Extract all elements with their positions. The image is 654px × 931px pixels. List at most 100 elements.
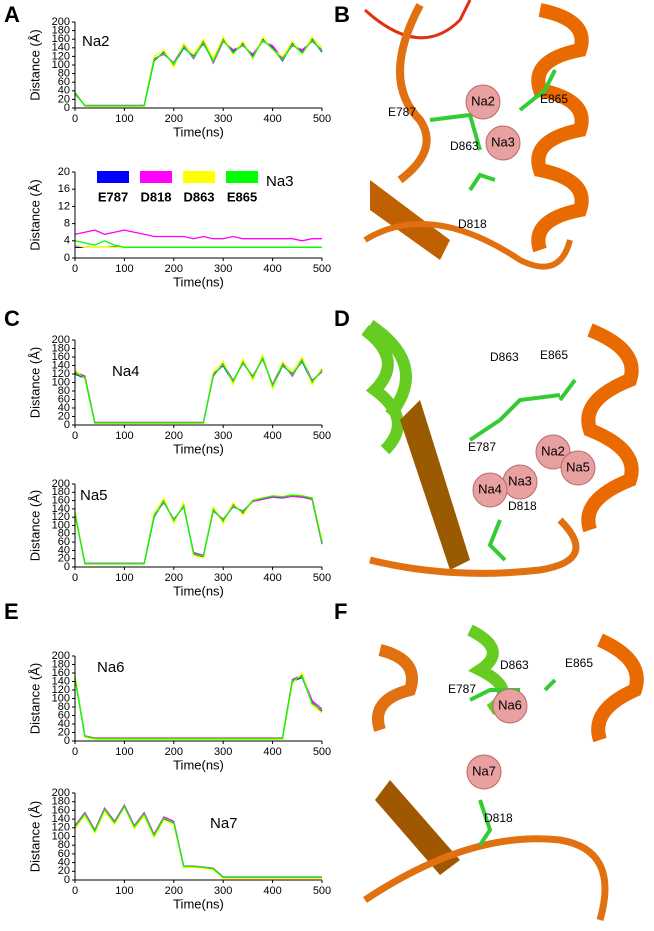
ion-sphere: [492, 688, 528, 724]
x-tick-label: 300: [214, 746, 232, 758]
panel-label: E: [4, 599, 19, 624]
x-tick-label: 0: [72, 113, 78, 125]
y-tick-label: 140: [52, 503, 70, 515]
ion-label: Na4: [478, 481, 502, 496]
chart-title: Na3: [266, 173, 294, 190]
residue-label: E787: [468, 440, 496, 454]
x-tick-label: 0: [72, 572, 78, 584]
y-tick-label: 160: [52, 33, 70, 45]
x-tick-label: 500: [313, 430, 331, 442]
strand: [370, 180, 450, 260]
y-tick-label: 20: [58, 410, 70, 422]
y-tick-label: 140: [52, 359, 70, 371]
ribbon: [363, 835, 609, 921]
ribbon: [396, 3, 431, 184]
series-line: [74, 676, 323, 740]
y-tick-label: 12: [58, 200, 70, 212]
strand: [400, 400, 470, 570]
y-tick-label: 200: [52, 787, 70, 799]
structure-d: [361, 320, 639, 577]
y-tick-label: 20: [58, 726, 70, 738]
y-axis-label: Distance (Å): [27, 29, 42, 101]
x-tick-label: 300: [214, 572, 232, 584]
series-line: [74, 240, 322, 248]
x-tick-label: 100: [115, 746, 133, 758]
residue-label: E865: [540, 348, 568, 362]
y-tick-label: 180: [52, 486, 70, 498]
y-tick-label: 0: [64, 419, 70, 431]
x-tick-label: 400: [263, 746, 281, 758]
x-tick-label: 500: [313, 885, 331, 897]
ion-label: Na2: [541, 443, 565, 458]
helix: [591, 633, 644, 743]
panel-label: D: [334, 306, 350, 331]
y-axis-label: Distance (Å): [27, 179, 42, 251]
chart-title: Na7: [210, 815, 238, 832]
residue-label: D863: [490, 350, 519, 364]
series-line: [74, 805, 322, 879]
x-axis-label: Time(ns): [173, 896, 224, 911]
x-tick-label: 200: [165, 113, 183, 125]
series-line: [74, 805, 322, 879]
x-tick-label: 400: [263, 113, 281, 125]
y-tick-label: 140: [52, 675, 70, 687]
x-tick-label: 0: [72, 746, 78, 758]
y-tick-label: 60: [58, 76, 70, 88]
y-tick-label: 20: [58, 865, 70, 877]
x-tick-label: 500: [313, 113, 331, 125]
series-line: [74, 495, 323, 564]
helix: [372, 644, 418, 732]
y-tick-label: 0: [64, 561, 70, 573]
series-line: [74, 38, 323, 107]
y-tick-label: 100: [52, 59, 70, 71]
residue-label: D863: [500, 658, 529, 672]
y-tick-label: 160: [52, 495, 70, 507]
ribbon: [363, 221, 573, 270]
x-tick-label: 200: [165, 746, 183, 758]
helix: [531, 3, 589, 253]
ion-label: Na5: [566, 459, 590, 474]
x-tick-label: 400: [263, 263, 281, 275]
y-tick-label: 16: [58, 183, 70, 195]
ion-sphere: [472, 472, 508, 508]
x-tick-label: 300: [214, 430, 232, 442]
residue-label: D818: [508, 499, 537, 513]
y-tick-label: 80: [58, 701, 70, 713]
y-tick-label: 180: [52, 658, 70, 670]
series-line: [74, 35, 323, 107]
legend-label: D863: [183, 189, 214, 204]
ion-label: Na3: [508, 473, 532, 488]
x-tick-label: 400: [263, 572, 281, 584]
x-tick-label: 0: [72, 885, 78, 897]
y-axis-label: Distance (Å): [27, 801, 42, 873]
ion-sphere: [466, 754, 502, 790]
residue-label: D863: [450, 139, 479, 153]
x-axis-label: Time(ns): [173, 757, 224, 772]
y-tick-label: 140: [52, 813, 70, 825]
y-tick-label: 0: [64, 252, 70, 264]
y-tick-label: 80: [58, 528, 70, 540]
y-axis-label: Distance (Å): [27, 663, 42, 735]
ion-label: Na7: [472, 763, 496, 778]
x-tick-label: 100: [115, 113, 133, 125]
y-tick-label: 4: [64, 235, 70, 247]
chart-title: Na2: [82, 33, 110, 50]
legend-label: E865: [227, 189, 257, 204]
ion-sphere: [465, 84, 501, 120]
x-axis-label: Time(ns): [173, 124, 224, 139]
y-tick-label: 120: [52, 368, 70, 380]
y-tick-label: 140: [52, 42, 70, 54]
y-tick-label: 40: [58, 85, 70, 97]
y-tick-label: 80: [58, 385, 70, 397]
y-tick-label: 100: [52, 376, 70, 388]
ion-sphere: [560, 450, 596, 486]
y-tick-label: 0: [64, 102, 70, 114]
x-tick-label: 300: [214, 885, 232, 897]
side-chain: [429, 69, 557, 192]
panel-label: F: [334, 599, 347, 624]
x-tick-label: 400: [263, 430, 281, 442]
